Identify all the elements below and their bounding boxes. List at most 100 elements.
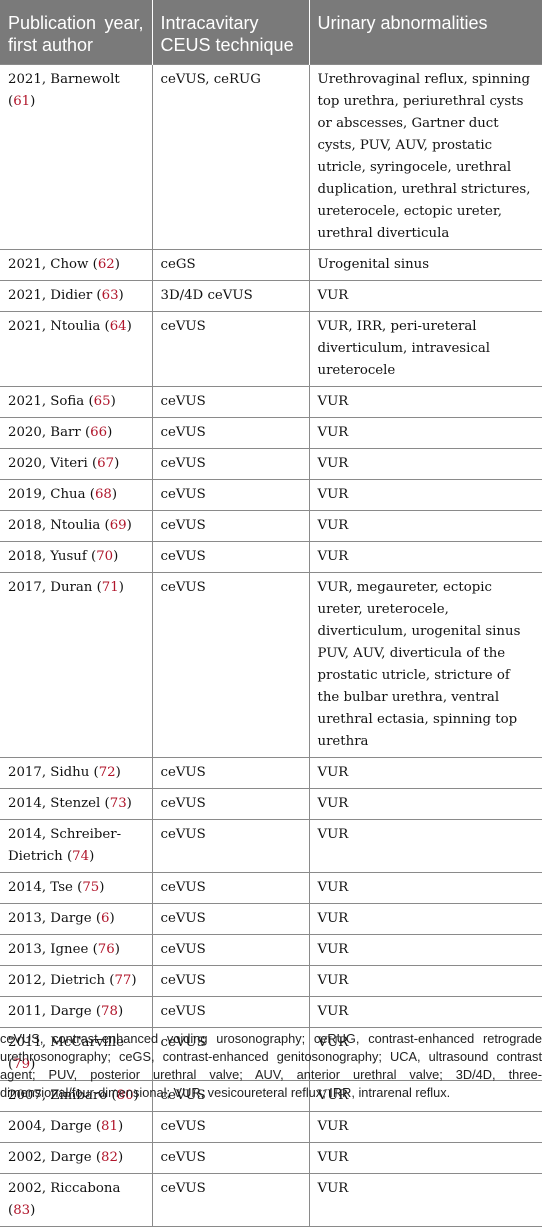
reference-link[interactable]: 83 bbox=[13, 1202, 31, 1218]
reference-link[interactable]: 66 bbox=[90, 424, 108, 440]
table-row: 2014, Stenzel (73) ceVUS VUR bbox=[0, 787, 542, 819]
cell-technique: ceVUS bbox=[151, 571, 309, 757]
table-row: 2002, Darge (82) ceVUS VUR bbox=[0, 1141, 542, 1173]
cell-year-author: 2007, Zimbaro (80) bbox=[0, 1079, 152, 1111]
cell-abnormalities: VUR bbox=[308, 478, 542, 510]
author-text: 2019, Chua bbox=[8, 486, 86, 502]
cell-technique: ceVUS bbox=[151, 871, 309, 903]
cell-year-author: 2019, Chua (68) bbox=[0, 478, 152, 510]
table-row: 2002, Riccabona (83) ceVUS VUR bbox=[0, 1172, 542, 1227]
author-text: 2013, Darge bbox=[8, 910, 92, 926]
reference-link[interactable]: 67 bbox=[97, 455, 115, 471]
author-text: 2020, Viteri bbox=[8, 455, 88, 471]
author-text: 2021, Sofia bbox=[8, 393, 85, 409]
cell-technique: ceVUS bbox=[151, 995, 309, 1027]
reference-link[interactable]: 82 bbox=[101, 1149, 118, 1165]
cell-abnormalities: VUR bbox=[308, 1172, 542, 1227]
cell-technique: ceVUS bbox=[151, 756, 309, 788]
table-row: 2012, Dietrich (77) ceVUS VUR bbox=[0, 964, 542, 996]
reference-link[interactable]: 74 bbox=[72, 848, 90, 864]
cell-year-author: 2011, McCarville (79) bbox=[0, 1026, 152, 1080]
reference-link[interactable]: 76 bbox=[97, 941, 115, 957]
reference-link[interactable]: 6 bbox=[101, 910, 110, 926]
cell-year-author: 2021, Barnewolt (61) bbox=[0, 63, 152, 249]
author-text: 2002, Riccabona bbox=[8, 1180, 121, 1196]
cell-year-author: 2004, Darge (81) bbox=[0, 1110, 152, 1142]
author-text: 2018, Ntoulia bbox=[8, 517, 101, 533]
author-text: 2021, Ntoulia bbox=[8, 318, 101, 334]
table-row: 2021, Chow (62) ceGS Urogenital sinus bbox=[0, 248, 542, 280]
cell-year-author: 2021, Ntoulia (64) bbox=[0, 310, 152, 386]
table-row: 2021, Didier (63) 3D/4D ceVUS VUR bbox=[0, 279, 542, 311]
author-text: 2007, Zimbaro bbox=[8, 1087, 108, 1103]
reference-link[interactable]: 65 bbox=[93, 393, 111, 409]
cell-technique: ceVUS bbox=[151, 1141, 309, 1173]
cell-abnormalities: VUR bbox=[308, 1110, 542, 1142]
reference-link[interactable]: 62 bbox=[97, 256, 115, 272]
cell-technique: ceVUS bbox=[151, 447, 309, 479]
cell-abnormalities: VUR bbox=[308, 279, 542, 311]
author-text: 2021, Didier bbox=[8, 287, 93, 303]
cell-year-author: 2021, Sofia (65) bbox=[0, 385, 152, 417]
cell-year-author: 2021, Chow (62) bbox=[0, 248, 152, 280]
cell-technique: ceVUS bbox=[151, 1172, 309, 1227]
table-footnote: ceVUS, contrast-enhanced voiding urosono… bbox=[0, 1031, 542, 1100]
cell-abnormalities: VUR bbox=[308, 995, 542, 1027]
header-urinary-abnormalities: Urinary abnormalities bbox=[308, 0, 542, 64]
reference-link[interactable]: 70 bbox=[96, 548, 114, 564]
author-text: 2017, Sidhu bbox=[8, 764, 90, 780]
cell-technique: ceVUS, ceRUG bbox=[151, 63, 309, 249]
reference-link[interactable]: 63 bbox=[101, 287, 119, 303]
reference-link[interactable]: 77 bbox=[114, 972, 132, 988]
table-row: 2013, Ignee (76) ceVUS VUR bbox=[0, 933, 542, 965]
reference-link[interactable]: 78 bbox=[101, 1003, 118, 1019]
author-text: 2021, Barnewolt bbox=[8, 71, 120, 87]
reference-link[interactable]: 68 bbox=[94, 486, 112, 502]
cell-abnormalities: VUR bbox=[308, 756, 542, 788]
cell-technique: ceVUS bbox=[151, 933, 309, 965]
table-header: Publication year, first author Intracavi… bbox=[0, 0, 542, 64]
cell-abnormalities: VUR bbox=[308, 902, 542, 934]
author-text: 2021, Chow bbox=[8, 256, 89, 272]
reference-link[interactable]: 73 bbox=[109, 795, 127, 811]
reference-link[interactable]: 79 bbox=[13, 1056, 31, 1072]
table-row: 2017, Duran (71) ceVUS VUR, megaureter, ec… bbox=[0, 571, 542, 757]
cell-year-author: 2014, Schreiber-Dietrich (74) bbox=[0, 818, 152, 872]
table-row: 2011, Darge (78) ceVUS VUR bbox=[0, 995, 542, 1027]
reference-link[interactable]: 75 bbox=[82, 879, 100, 895]
cell-technique: ceVUS bbox=[151, 1079, 309, 1111]
cell-year-author: 2017, Sidhu (72) bbox=[0, 756, 152, 788]
cell-year-author: 2021, Didier (63) bbox=[0, 279, 152, 311]
table-row: 2021, Sofia (65) ceVUS VUR bbox=[0, 385, 542, 417]
cell-technique: ceVUS bbox=[151, 1026, 309, 1080]
cell-abnormalities: VUR bbox=[308, 416, 542, 448]
header-row: Publication year, first author Intracavi… bbox=[0, 0, 542, 64]
cell-technique: ceVUS bbox=[151, 1110, 309, 1142]
cell-abnormalities: VUR bbox=[308, 871, 542, 903]
table-row: 2004, Darge (81) ceVUS VUR bbox=[0, 1110, 542, 1142]
cell-abnormalities: VUR bbox=[308, 447, 542, 479]
header-publication-year-author: Publication year, first author bbox=[0, 0, 152, 64]
reference-link[interactable]: 80 bbox=[116, 1087, 134, 1103]
cell-abnormalities: VUR bbox=[308, 1079, 542, 1111]
cell-technique: ceVUS bbox=[151, 818, 309, 872]
cell-abnormalities: Urethrovaginal reflux, spinning top uret… bbox=[308, 63, 542, 249]
reference-link[interactable]: 71 bbox=[101, 579, 119, 595]
reference-link[interactable]: 69 bbox=[109, 517, 127, 533]
author-text: 2011, McCarville bbox=[8, 1034, 124, 1050]
cell-abnormalities: VUR, IRR, peri-ureteral diverticulum, in… bbox=[308, 310, 542, 386]
cell-year-author: 2002, Riccabona (83) bbox=[0, 1172, 152, 1227]
author-text: 2017, Duran bbox=[8, 579, 93, 595]
cell-abnormalities: VUR, megaureter, ectopic ureter, uretero… bbox=[308, 571, 542, 757]
reference-link[interactable]: 61 bbox=[13, 93, 31, 109]
author-text: 2014, Stenzel bbox=[8, 795, 101, 811]
table-body: 2021, Barnewolt (61) ceVUS, ceRUG Urethrov… bbox=[0, 63, 542, 1227]
reference-link[interactable]: 81 bbox=[101, 1118, 118, 1134]
cell-year-author: 2012, Dietrich (77) bbox=[0, 964, 152, 996]
cell-technique: ceVUS bbox=[151, 787, 309, 819]
reference-link[interactable]: 64 bbox=[109, 318, 127, 334]
table-row: 2021, Ntoulia (64) ceVUS VUR, IRR, peri-ur… bbox=[0, 310, 542, 386]
reference-link[interactable]: 72 bbox=[98, 764, 116, 780]
cell-abnormalities: VUR bbox=[308, 1026, 542, 1080]
author-text: 2004, Darge bbox=[8, 1118, 92, 1134]
